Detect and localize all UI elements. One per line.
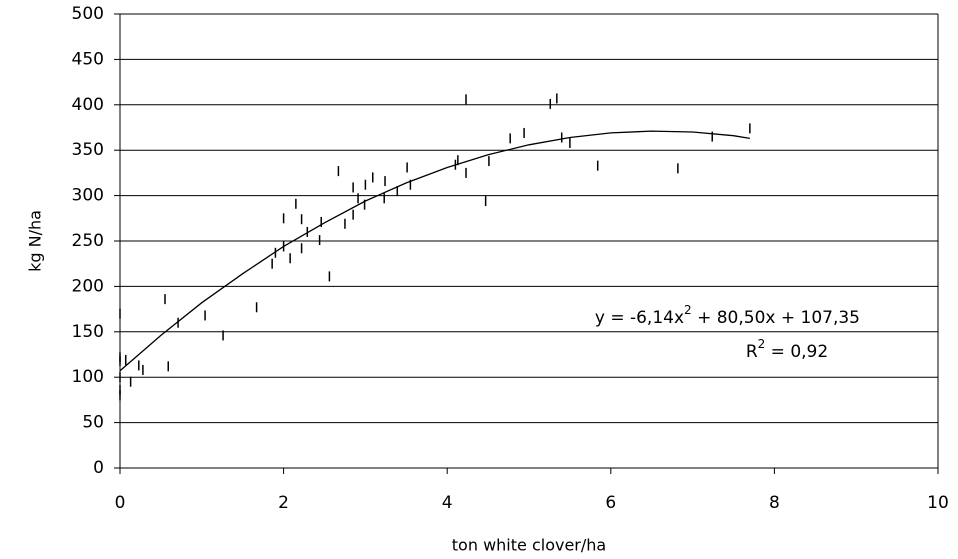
y-tick-label: 0	[93, 458, 104, 478]
x-tick-label: 8	[769, 493, 780, 513]
equation-sup: 2	[684, 303, 692, 317]
y-tick-label: 100	[72, 367, 104, 387]
x-tick-label: 2	[278, 493, 289, 513]
r-part: R	[746, 342, 758, 362]
x-tick-label: 4	[442, 493, 453, 513]
equation-part: y = -6,14x	[595, 308, 684, 328]
y-tick-label: 400	[72, 95, 104, 115]
x-tick-label: 6	[605, 493, 616, 513]
x-tick-label: 0	[115, 493, 126, 513]
y-tick-label: 50	[82, 413, 104, 433]
y-tick-label: 150	[72, 322, 104, 342]
r-sup: 2	[758, 337, 766, 351]
y-axis-label: kg N/ha	[26, 210, 45, 272]
y-tick-label: 200	[72, 276, 104, 296]
r-part: = 0,92	[765, 342, 828, 362]
x-tick-label: 10	[927, 493, 949, 513]
trendline	[119, 130, 751, 372]
x-axis-label: ton white clover/ha	[452, 536, 606, 555]
y-tick-label: 350	[72, 140, 104, 160]
trend-equation: y = -6,14x2 + 80,50x + 107,35	[595, 303, 860, 329]
r-squared: R2 = 0,92	[746, 337, 828, 363]
y-tick-label: 300	[72, 186, 104, 206]
equation-part: + 80,50x + 107,35	[692, 308, 860, 328]
y-tick-label: 250	[72, 231, 104, 251]
y-tick-label: 450	[72, 49, 104, 69]
y-tick-label: 500	[72, 4, 104, 24]
